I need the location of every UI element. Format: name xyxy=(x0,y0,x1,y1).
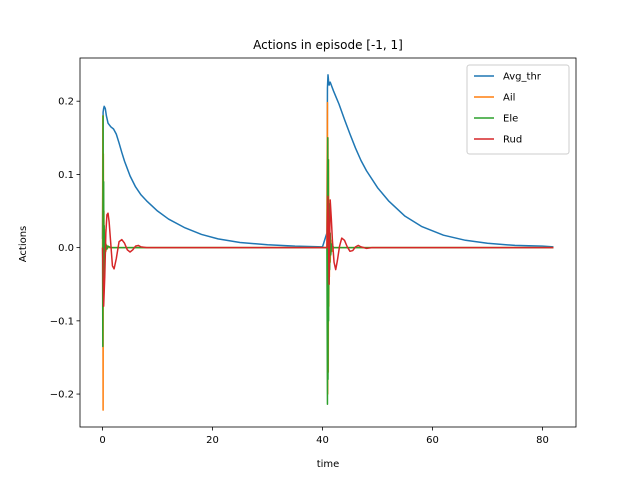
y-tick-label: −0.1 xyxy=(50,316,74,327)
y-axis-ticks: −0.2 −0.1 0.0 0.1 0.2 xyxy=(50,97,80,401)
axes-frame xyxy=(79,57,577,428)
y-axis-label: Actions xyxy=(18,226,29,263)
legend-label: Rud xyxy=(503,135,522,146)
legend-box xyxy=(466,64,570,155)
y-tick-label: 0.0 xyxy=(58,243,74,254)
x-tick-label: 80 xyxy=(536,435,549,446)
y-tick-label: 0.1 xyxy=(58,170,74,181)
x-axis-label: time xyxy=(317,459,340,470)
series-line-rud xyxy=(101,195,554,307)
x-tick-label: 0 xyxy=(99,435,105,446)
y-tick-label: 0.2 xyxy=(58,97,74,108)
legend-label: Ail xyxy=(503,93,515,104)
y-tick-label: −0.2 xyxy=(50,390,74,401)
x-tick-label: 40 xyxy=(316,435,329,446)
x-tick-label: 60 xyxy=(426,435,439,446)
legend: Avg_thr Ail Ele Rud xyxy=(466,64,570,155)
legend-label: Ele xyxy=(503,114,518,125)
plot-lines xyxy=(101,74,554,411)
chart-title: Actions in episode [-1, 1] xyxy=(253,38,403,52)
x-axis-ticks: 0 20 40 60 80 xyxy=(99,427,549,446)
legend-label: Avg_thr xyxy=(503,72,542,83)
x-tick-label: 20 xyxy=(206,435,219,446)
